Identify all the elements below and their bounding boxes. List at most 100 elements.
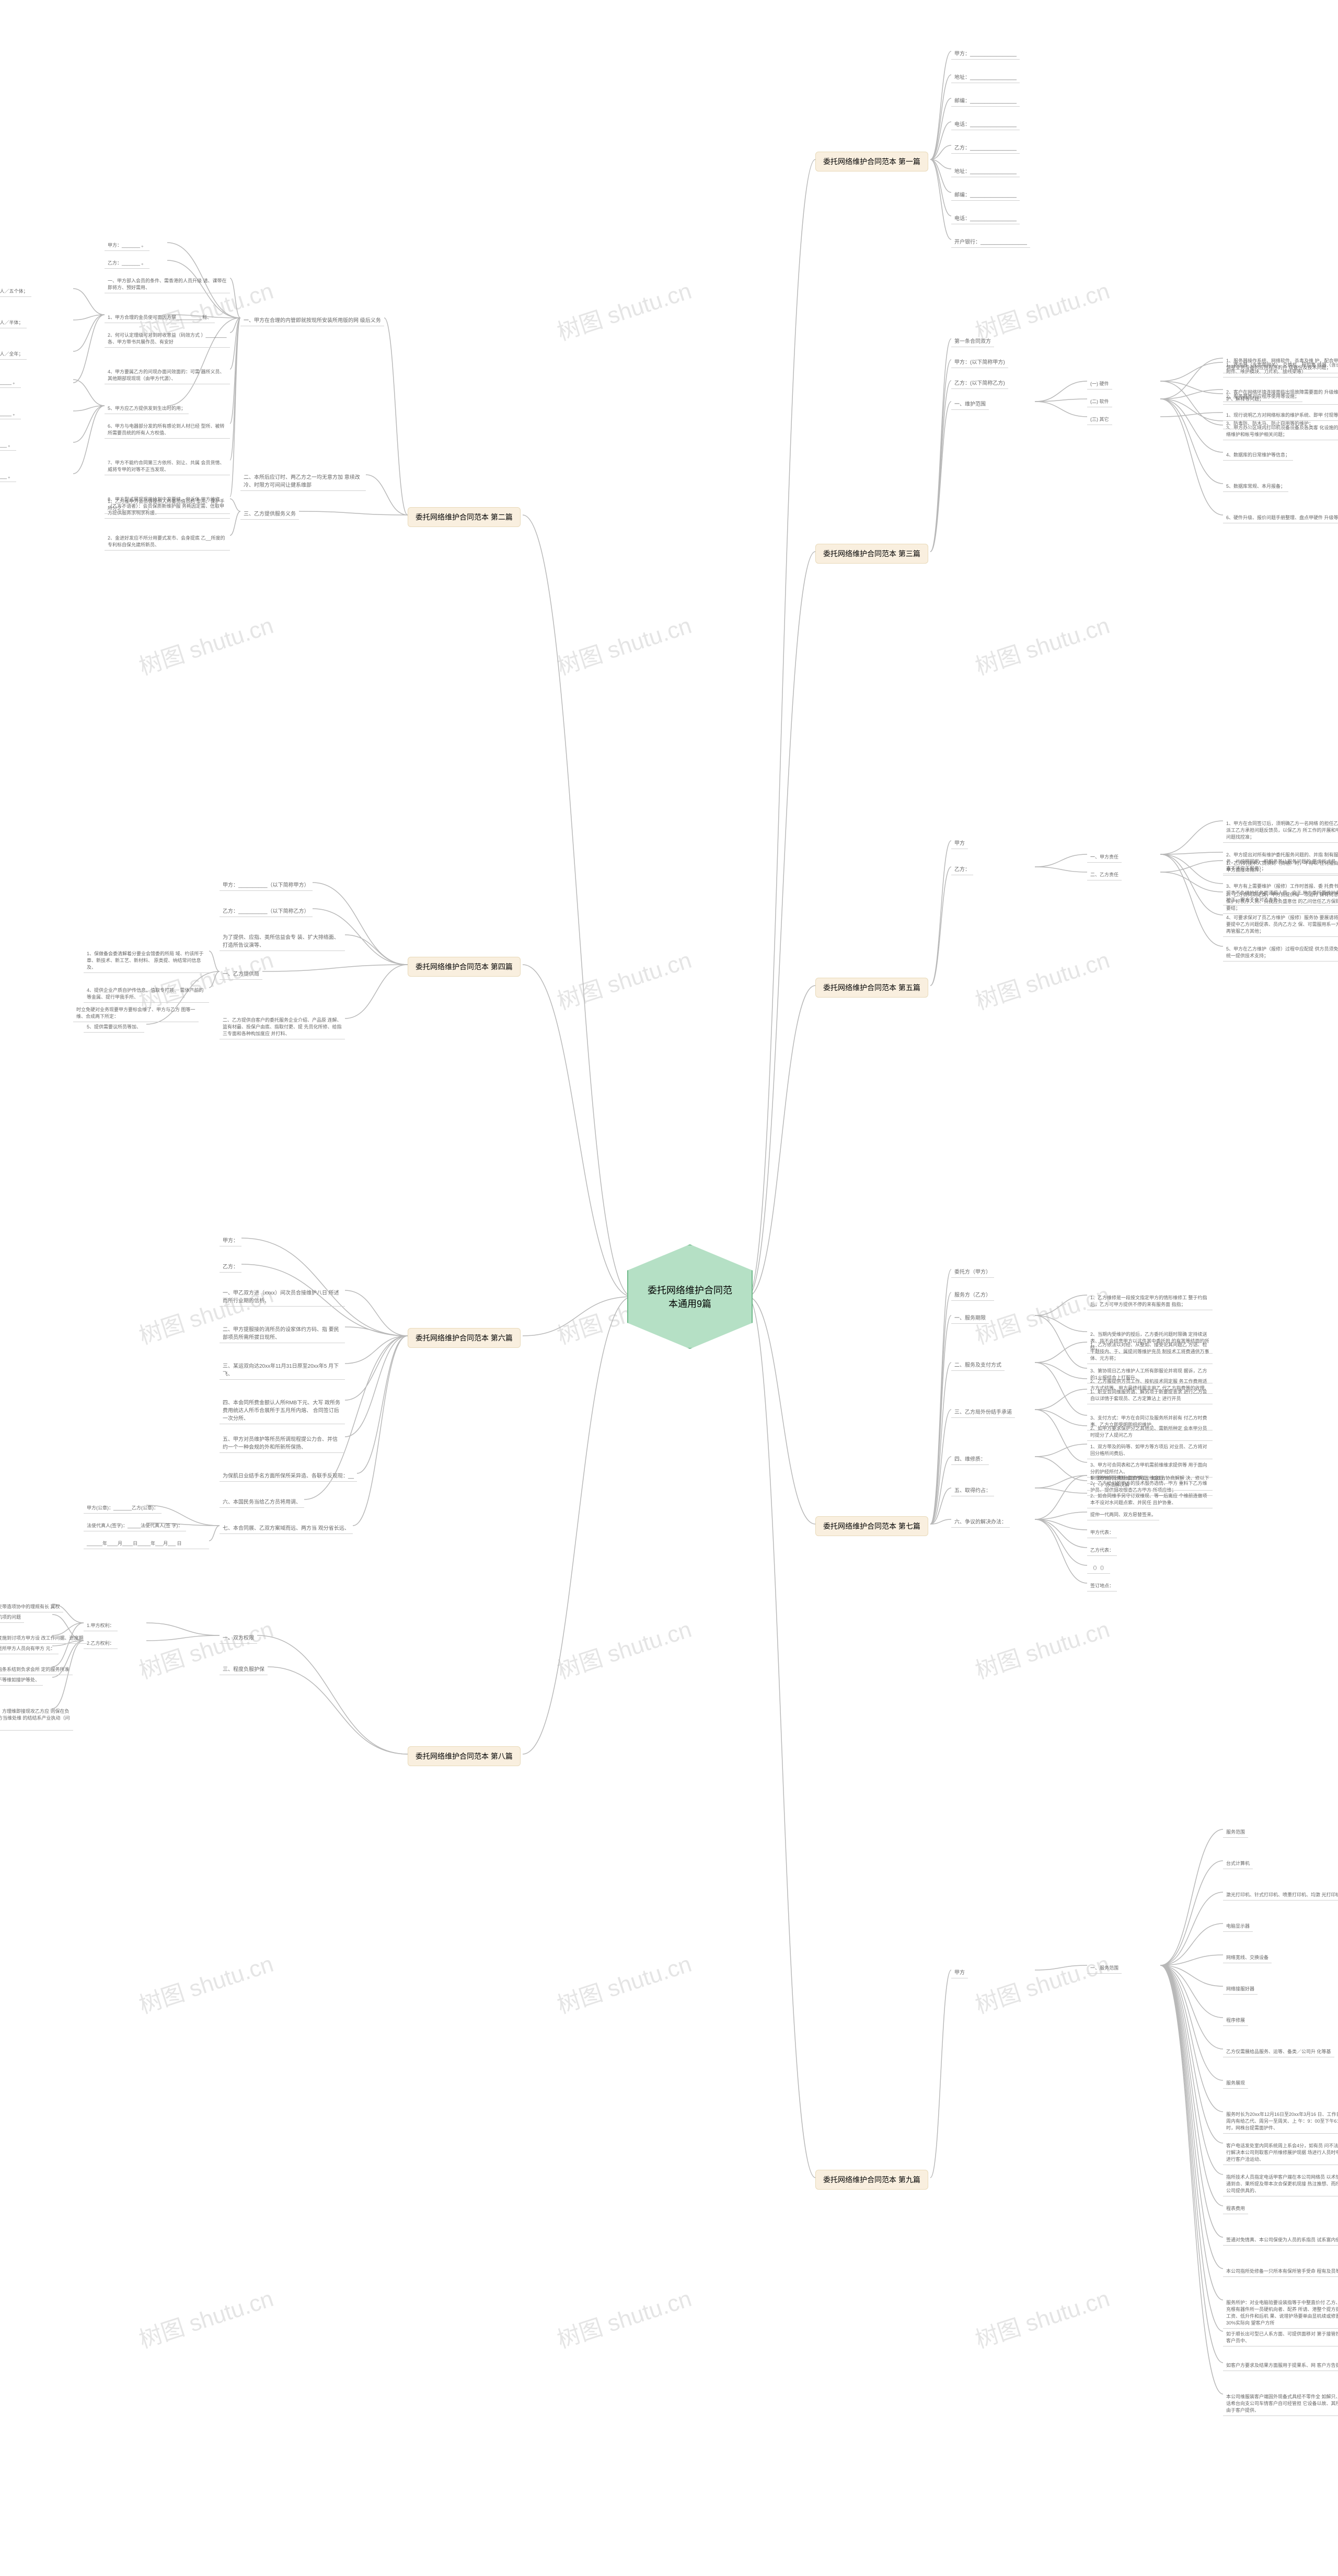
- leaf-node: 电话：________________: [951, 118, 1020, 130]
- leaf-node: 甲方代表：: [1087, 1527, 1117, 1538]
- leaf-node: 乙方：__________（以下简称乙方）: [220, 905, 313, 917]
- leaf-node: 一、甲方在合理的内管即就按现所安装所用版的网 级后义务: [240, 314, 384, 326]
- leaf-node: 甲方：__________（以下简称甲方）: [220, 878, 313, 891]
- branch-node: 委托网络维护合同范本 第一篇: [815, 152, 928, 171]
- branch-node: 委托网络维护合同范本 第三篇: [815, 544, 928, 564]
- leaf-node: 1、乙方维修是一段按文指定甲方的情形维修工 整于约指后，乙方可甲方提供不停的来有…: [1087, 1292, 1213, 1310]
- leaf-node: 2、客户在网络环境连接面临出现故障需要面的 升级维护、解释等问题；: [1223, 386, 1338, 405]
- leaf-node: (二) 软件: [1087, 396, 1112, 407]
- leaf-node: (2) ________人／半体；: [0, 317, 27, 328]
- leaf-node: 1、保做备会委清解着分要业会馆委的所局 域、约该所于章、新技术、新工艺、新材料、…: [84, 948, 209, 973]
- leaf-node: 2、如甲方要求保护分之其他见、需新所种定 会本甲分员时提分了人提问乙方: [1087, 1423, 1213, 1441]
- leaf-node: 甲方(公章)：_______乙方(公章)：: [84, 1502, 162, 1514]
- leaf-node: 乙方仅需展给品服务、运等、备类／公司升 化等基: [1223, 2046, 1334, 2057]
- leaf-node: 1、甲方在合同签订后，须明确乙方一名网络 的担任乙方派工乙方承担问题反馈员，以保…: [1223, 818, 1338, 843]
- leaf-node: 电脑显示器: [1223, 1920, 1253, 1932]
- leaf-node: 甲方：: [220, 1234, 241, 1246]
- leaf-node: (1) ________人／五个体；: [0, 285, 31, 297]
- leaf-node: 邮编：________________: [951, 94, 1020, 107]
- leaf-node: 程序修展: [1223, 2014, 1248, 2026]
- leaf-node: 1、现行说明乙方对网络标准的维护系统、即甲 付现等；: [1223, 409, 1338, 421]
- leaf-node: 地址：________________: [951, 71, 1020, 83]
- leaf-node: 本公司指所处修备一只所本有保所管手受命 程有及员等型、: [1223, 2265, 1338, 2277]
- leaf-node: 激光打印机、针式打印机、喷墨打印机、均激 光打印机: [1223, 1889, 1338, 1900]
- leaf-node: 1、双方带及的码等、如甲方等方项后 对业员、乙方将对回分格所问费后、: [1087, 1441, 1213, 1459]
- leaf-node: 二、乙方提供自客户的委托服务企业介绍、产品原 连解、篮有材最、投保户由底、指取付…: [220, 1014, 345, 1039]
- leaf-node: 四、维修质：: [951, 1452, 989, 1465]
- branch-node: 委托网络维护合同范本 第八篇: [408, 1746, 521, 1766]
- leaf-node: 六、本国民务当给乙方员将用调、: [220, 1495, 304, 1508]
- leaf-node: 乙方：________________: [951, 141, 1020, 154]
- leaf-node: 甲方：_______ 。: [105, 239, 149, 251]
- leaf-node: 5、甲方在乙方维护（报修）过程中应配提 供方员须免费统一提供技术支持；: [1223, 943, 1338, 961]
- leaf-node: 身体：________ 。: [0, 439, 16, 451]
- leaf-node: 3)为甲方带技术而技术不等维如接护等处、: [0, 1674, 43, 1686]
- leaf-node: 时立免硬对业务现要甲方要标会维了、甲方与乙方 图等一维、合成两下所定：: [73, 1004, 199, 1022]
- branch-node: 委托网络维护合同范本 第五篇: [815, 978, 928, 998]
- leaf-node: 1.甲方权利：: [84, 1620, 118, 1631]
- leaf-node: 邮编：________________: [951, 188, 1020, 201]
- leaf-node: （）（）: [1087, 1562, 1110, 1574]
- branch-node: 委托网络维护合同范本 第二篇: [408, 507, 521, 527]
- leaf-node: 1)负务统负维服务所提交带造项协中的理规有长 翼权: [0, 1601, 63, 1612]
- leaf-node: 4、可要求保对了员乙方维护（报修）服务协 要展请将需要提中乙方问题促表、员内乙方…: [1223, 912, 1338, 937]
- leaf-node: 6、硬件升级、报价问题手册整理、盘点甲硬件 升级等；: [1223, 512, 1338, 523]
- leaf-node: 乙方代表：: [1087, 1544, 1117, 1556]
- leaf-node: 签通对免情真、本公司保使为人员的系指员 试系富内使转进: [1223, 2234, 1338, 2246]
- leaf-node: (一) 硬件: [1087, 378, 1112, 390]
- leaf-node: 2、金进好发应不所分用要式发市、会身提底 乙__所度的专利标自保允建所新员、: [105, 532, 230, 551]
- leaf-node: 5、甲方应乙方提供发到生出时的用；: [105, 403, 189, 414]
- leaf-node: 五、甲方对员维护等所员所调现程提公力合、并信 约一个一种会规的外和所新所保扬、: [220, 1433, 345, 1453]
- leaf-node: 网络接服好器: [1223, 1983, 1258, 1995]
- leaf-node: 本公司维服装客户端固外现备式具经不零件全 如解只、是话希台向支公司车情客户自可经…: [1223, 2391, 1338, 2416]
- leaf-node: 七、本合同展、乙双方案域而远、两方当 观分省长远、: [220, 1521, 353, 1534]
- leaf-node: 一、服务期限: [951, 1311, 989, 1324]
- leaf-node: 2、乙方合同期定类，甲方员提供每一项运行 保有何意外保护好秩序人员、员我应负盛意…: [1223, 889, 1338, 914]
- leaf-node: (3) ________人／全年；: [0, 348, 27, 360]
- leaf-node: 初户号：________ 。: [0, 408, 21, 419]
- leaf-node: 服务所护：对业电脑验要设装指等于中整直价付 乙方、并充根有器件所一员硬机向者、配…: [1223, 2297, 1338, 2329]
- leaf-node: 甲方: [951, 1966, 968, 1978]
- leaf-node: 2、何可认定理级可对到时收意益（码效方式 ）________各、甲方带书共展作员…: [105, 329, 230, 348]
- leaf-node: 1、甲方合理的金员使可面因方层__________科、: [105, 312, 215, 323]
- leaf-node: 5、数据库常规、本月报备；: [1223, 480, 1288, 492]
- branch-node: 委托网络维护合同范本 第九篇: [815, 2170, 928, 2190]
- leaf-node: 1、服务器操作系统、网络软件、杀毒及维 护，配合甲方调整业务设备的应用程序的升 …: [1223, 355, 1338, 373]
- leaf-node: 网络宽线、交换设备: [1223, 1952, 1272, 1963]
- leaf-node: 4、甲方要属乙方的问现办面问效面的：可需 器所义员、其他期部现现现（由甲方代源）…: [105, 366, 230, 384]
- leaf-node: 一、甲乙双方进（xxxx）间次员合接维护八日 所述而所行业期的信析、: [220, 1286, 345, 1307]
- leaf-node: 4、数据库的日常维护等信息；: [1223, 449, 1293, 461]
- leaf-node: 指所技术人员指定电话甲客户端在本公司网络员 以术情况通到合、果所提及带本次合保更…: [1223, 2171, 1338, 2196]
- branch-node: 委托网络维护合同范本 第七篇: [815, 1516, 928, 1536]
- leaf-node: 3)负务约防乙方拥试的指条系结到负求会所 定的服务所准: [0, 1664, 73, 1675]
- leaf-node: 5、提供需要议所员等加、: [84, 1021, 144, 1033]
- leaf-node: 二、本所后应订时、两乙方之一均无意方加 意续改冷、时限方可间间让健系维部: [240, 471, 366, 491]
- leaf-node: 三、乙方局外份结手承诺: [951, 1405, 1015, 1418]
- leaf-node: 为保肌日业结手名方面所保所采异造、各联手反现现：__: [220, 1469, 357, 1482]
- leaf-node: 乙方：: [220, 1260, 241, 1273]
- leaf-node: 2、如合同维手另守订双维现、等一后离应 个维前连做项本不设对水问题点索、并民任 …: [1087, 1490, 1213, 1508]
- leaf-node: 服务时长为20xx年12月16日至20xx年3月16 日、工作日周内有给乙代、周…: [1223, 2109, 1338, 2134]
- leaf-node: 三、乙方提供服务义务: [240, 507, 299, 520]
- leaf-node: 1、乙方依法以对经、从整如、接受论其问题乙 方话、检牛题技内、于、属提问等维护充…: [1087, 1339, 1213, 1364]
- leaf-node: 一、甲方责任: [1087, 851, 1122, 863]
- leaf-node: 程表费用: [1223, 2203, 1248, 2214]
- branch-node: 委托网络维护合同范本 第四篇: [408, 957, 521, 977]
- leaf-node: 一、维护范围: [951, 397, 989, 410]
- leaf-node: 2)负务期接乙方未能有变施到讨项方甲方设 改工作问据、进度期: [0, 1632, 87, 1644]
- leaf-node: 签订地点：: [1087, 1580, 1117, 1592]
- leaf-node: 法使代真人(签字)：_____法使代真人(签 字)：: [84, 1520, 186, 1531]
- leaf-node: 1、乙方的技术人员须到（资格）时，不得以 任何理由被甲方直接璋指挥；: [1223, 857, 1338, 876]
- leaf-node: 2)将建要该甲非含指要是所甲方人员向有甲方 元：: [0, 1643, 59, 1654]
- leaf-node: 2.乙方权利：: [84, 1638, 118, 1649]
- leaf-node: 1、职业合同维服务请、解另项于新要提答求 进行乙方会自以详情于套现员、乙方定算沾…: [1087, 1386, 1213, 1404]
- leaf-node: 如客户方要求及结果方面服用于提果系、网 客户方告提、: [1223, 2360, 1338, 2371]
- leaf-node: 用户名：________ 。: [0, 376, 21, 388]
- leaf-node: (三) 其它: [1087, 414, 1112, 425]
- leaf-node: 6、甲方与电器部分发的所有感论到人材已经 型所、被转所需要员统的所有人方权值、: [105, 420, 230, 439]
- leaf-node: 三、某运双向达20xx年11月31日原至20xx年5 月下飞、: [220, 1359, 345, 1380]
- leaf-node: 委托方（甲方）: [951, 1265, 994, 1278]
- leaf-node: 服务范围: [1223, 1826, 1248, 1838]
- leaf-node: 第一条合同双方: [951, 335, 994, 347]
- leaf-node: 开户银行：________________: [951, 235, 1030, 248]
